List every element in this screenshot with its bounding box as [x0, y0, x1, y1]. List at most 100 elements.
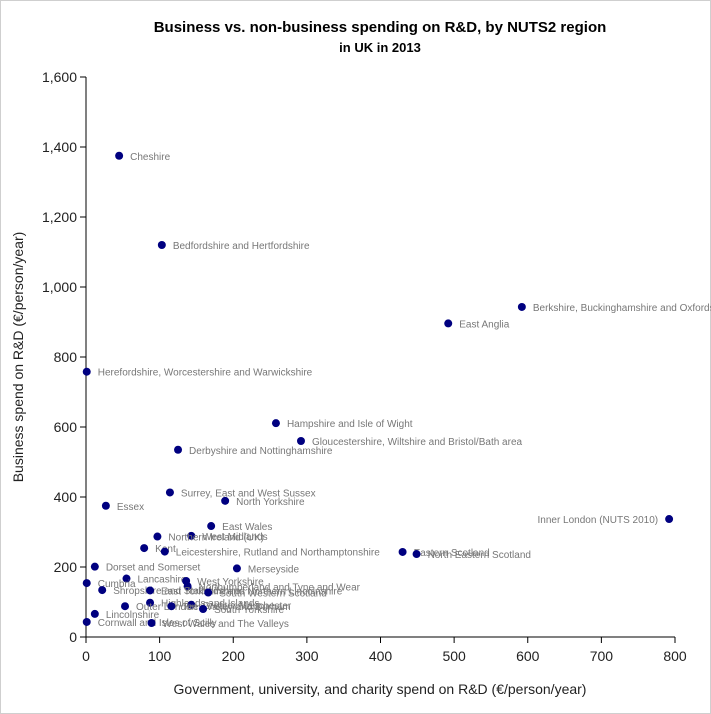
data-point: East Yorkshire and Northern Lincolnshire — [146, 586, 343, 597]
point-label: Lancashire — [137, 575, 186, 586]
point-marker — [82, 617, 91, 626]
point-marker — [115, 151, 124, 160]
data-point: Outer London — [121, 602, 197, 613]
y-tick-label: 0 — [69, 629, 77, 645]
point-marker — [101, 501, 110, 510]
point-label: West Wales and The Valleys — [163, 619, 289, 630]
point-label: Leicestershire, Rutland and Northamptons… — [176, 548, 380, 559]
x-tick-label: 300 — [295, 648, 319, 664]
point-marker — [398, 547, 407, 556]
point-label: Cornwall and Isles of Scilly — [98, 618, 217, 629]
point-label: West Yorkshire — [197, 577, 264, 588]
y-tick-label: 1,000 — [42, 279, 77, 295]
data-point: West Wales and The Valleys — [147, 619, 289, 630]
point-label: North Yorkshire — [236, 497, 305, 508]
point-label: Hampshire and Isle of Wight — [287, 419, 413, 430]
data-point: South Western Scotland — [204, 588, 327, 600]
point-marker — [165, 488, 174, 497]
point-marker — [221, 496, 230, 505]
point-marker — [147, 619, 156, 627]
y-tick-label: 1,200 — [42, 209, 77, 225]
point-label: Dorset and Somerset — [106, 563, 201, 574]
point-marker — [207, 522, 216, 531]
point-marker — [90, 562, 99, 571]
data-point: Highlands and Islands — [146, 598, 259, 610]
point-label: Outer London — [136, 602, 197, 613]
data-point: East Anglia — [444, 319, 510, 330]
data-point: Inner London (NUTS 2010) — [537, 515, 674, 526]
data-point: Herefordshire, Worcestershire and Warwic… — [82, 367, 313, 379]
point-marker — [665, 515, 674, 524]
point-label: East Yorkshire and Northern Lincolnshire — [161, 586, 343, 597]
y-tick-label: 600 — [54, 419, 78, 435]
data-point: Essex — [101, 501, 144, 513]
point-marker — [160, 547, 169, 556]
point-marker — [167, 602, 176, 611]
data-point: Northern Ireland (UK) — [153, 532, 264, 544]
point-marker — [271, 419, 280, 428]
axes: 0 100 200 300 400 500 600 700 800 0 200 400 600 800 1,… — [42, 69, 687, 664]
data-point: East Wales — [207, 522, 272, 533]
point-marker — [121, 602, 130, 611]
data-point: Eastern Scotland — [398, 547, 490, 559]
y-axis-label: Business spend on R&D (€/person/year) — [10, 232, 26, 483]
data-point: Kent — [140, 544, 176, 555]
point-marker — [157, 241, 166, 249]
point-label: West Midlands — [202, 532, 267, 543]
point-marker — [232, 564, 241, 573]
data-point: Berkshire, Buckinghamshire and Oxfordshi… — [517, 302, 711, 314]
point-marker — [183, 582, 192, 591]
data-point: Dorset and Somerset — [90, 562, 201, 574]
y-tick-label: 1,600 — [42, 69, 77, 85]
y-tick-label: 400 — [54, 489, 78, 505]
point-marker — [412, 550, 421, 559]
point-label: East Anglia — [459, 319, 509, 330]
point-label: Bedfordshire and Hertfordshire — [173, 241, 310, 252]
point-marker — [146, 598, 155, 607]
x-tick-label: 200 — [222, 648, 246, 664]
point-label: Surrey, East and West Sussex — [181, 488, 316, 499]
point-label: Merseyside — [248, 564, 300, 575]
point-label: Greater Manchester — [202, 601, 292, 612]
point-marker — [199, 605, 208, 613]
point-marker — [517, 302, 526, 311]
point-label: South Yorkshire — [214, 605, 284, 616]
point-label: Gloucestershire, Wiltshire and Bristol/B… — [312, 437, 523, 448]
point-label: Essex — [117, 502, 144, 513]
point-marker — [187, 531, 196, 540]
point-marker — [90, 609, 99, 618]
data-point: Lancashire — [122, 574, 187, 586]
data-point: Cheshire — [115, 151, 171, 163]
point-label: Northumberland and Tyne and Wear — [199, 582, 361, 593]
data-point: Shropshire and Staffordshire — [98, 586, 241, 597]
point-label: Northern Ireland (UK) — [168, 533, 264, 544]
data-point: Cornwall and Isles of Scilly — [82, 617, 217, 629]
point-label: Cumbria — [98, 579, 136, 590]
point-label: Highlands and Islands — [161, 599, 259, 610]
data-points: Cheshire Bedfordshire and Hertfordshire Be… — [82, 151, 711, 630]
x-axis-label: Government, university, and charity spen… — [174, 681, 587, 697]
point-label: Shropshire and Staffordshire — [113, 586, 241, 597]
point-marker — [82, 367, 91, 376]
chart-title: Business vs. non-business spending on R&… — [154, 19, 607, 36]
point-marker — [174, 445, 183, 454]
point-marker — [98, 586, 107, 595]
point-label: Lincolnshire — [106, 610, 160, 621]
data-point: Surrey, East and West Sussex — [165, 488, 316, 499]
x-tick-label: 800 — [663, 648, 687, 664]
y-tick-label: 200 — [54, 559, 78, 575]
x-tick-label: 500 — [442, 648, 466, 664]
x-tick-label: 100 — [148, 648, 172, 664]
y-tick-label: 800 — [54, 349, 78, 365]
y-tick-label: 1,400 — [42, 139, 77, 155]
point-label: Inner London (NUTS 2010) — [537, 515, 658, 526]
data-point: Derbyshire and Nottinghamshire — [174, 445, 333, 457]
data-point: Cumbria — [82, 579, 136, 590]
data-point: West Midlands — [187, 531, 268, 543]
data-point: Lincolnshire — [90, 609, 160, 621]
data-point: South Yorkshire — [199, 605, 285, 616]
x-tick-label: 600 — [516, 648, 540, 664]
point-label: Herefordshire, Worcestershire and Warwic… — [98, 368, 313, 379]
